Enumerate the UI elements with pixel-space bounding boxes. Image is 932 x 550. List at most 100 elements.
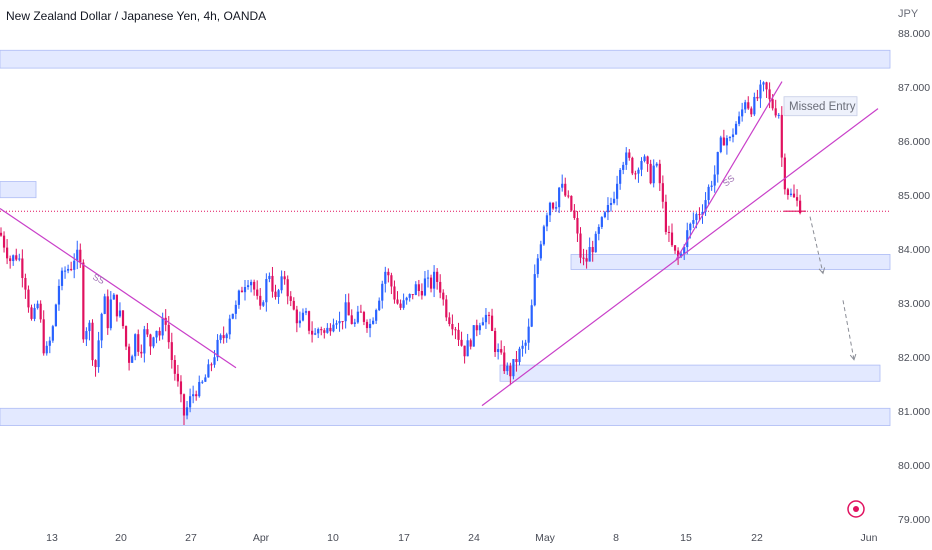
candle[interactable] (789, 188, 793, 197)
candle[interactable] (616, 175, 619, 206)
candle[interactable] (103, 293, 106, 315)
candle[interactable] (222, 326, 225, 344)
missed-entry-annotation[interactable]: Missed Entry (783, 96, 858, 117)
candle[interactable] (646, 155, 649, 172)
zone-3[interactable] (499, 364, 881, 382)
candle[interactable] (439, 274, 442, 299)
candle[interactable] (417, 279, 420, 297)
candle[interactable] (722, 129, 725, 146)
candle[interactable] (134, 333, 137, 361)
candle[interactable] (582, 248, 585, 266)
candle[interactable] (481, 317, 484, 326)
zone-0[interactable] (0, 49, 891, 69)
candle[interactable] (350, 309, 353, 325)
candle[interactable] (658, 159, 661, 191)
candle[interactable] (555, 201, 558, 212)
candle[interactable] (640, 157, 643, 177)
candle[interactable] (576, 211, 579, 242)
candle[interactable] (548, 201, 552, 222)
candle[interactable] (216, 334, 219, 362)
candle[interactable] (317, 327, 320, 339)
candle[interactable] (97, 331, 100, 373)
zone-4[interactable] (0, 407, 891, 426)
candle[interactable] (750, 106, 753, 117)
candle[interactable] (731, 128, 735, 143)
target-icon[interactable] (847, 500, 865, 518)
candle[interactable] (228, 314, 231, 340)
candle[interactable] (250, 279, 253, 293)
candle[interactable] (112, 293, 115, 300)
candle[interactable] (140, 344, 143, 358)
candle[interactable] (60, 267, 64, 291)
candle[interactable] (744, 99, 747, 114)
candle[interactable] (9, 255, 12, 269)
ascending-trendline[interactable] (481, 108, 879, 407)
candle[interactable] (518, 346, 521, 366)
candle[interactable] (411, 294, 414, 300)
candle[interactable] (170, 332, 173, 369)
candle[interactable] (652, 159, 655, 188)
candle[interactable] (179, 375, 183, 403)
candle[interactable] (82, 259, 85, 343)
candle[interactable] (780, 106, 783, 167)
candle[interactable] (402, 293, 405, 310)
candle[interactable] (155, 330, 158, 344)
candle[interactable] (469, 338, 472, 350)
candle[interactable] (542, 224, 545, 246)
candle[interactable] (73, 253, 76, 279)
candle[interactable] (24, 273, 27, 299)
candle[interactable] (347, 293, 350, 316)
candle[interactable] (634, 170, 637, 180)
candle[interactable] (381, 280, 384, 309)
candle[interactable] (716, 151, 719, 183)
candle[interactable] (225, 332, 228, 343)
candle[interactable] (274, 284, 277, 300)
candle[interactable] (118, 302, 122, 318)
candle[interactable] (378, 297, 381, 312)
candle[interactable] (600, 216, 603, 230)
candle[interactable] (18, 253, 21, 262)
candle[interactable] (109, 291, 112, 331)
candle[interactable] (673, 245, 677, 254)
candle[interactable] (262, 300, 265, 308)
candle[interactable] (158, 327, 161, 341)
candle[interactable] (143, 325, 146, 363)
candle[interactable] (527, 318, 530, 350)
candle[interactable] (664, 194, 667, 235)
candle[interactable] (487, 311, 491, 325)
candle[interactable] (728, 136, 732, 142)
candle[interactable] (295, 305, 298, 333)
candle[interactable] (70, 261, 73, 272)
candle[interactable] (94, 359, 97, 377)
candle[interactable] (243, 279, 247, 301)
candle[interactable] (149, 333, 152, 355)
candle[interactable] (195, 390, 198, 401)
candle[interactable] (533, 264, 536, 307)
candle[interactable] (384, 266, 387, 293)
steep-trendline[interactable] (675, 81, 783, 261)
candle[interactable] (670, 223, 674, 248)
candle[interactable] (698, 207, 701, 221)
candle[interactable] (283, 270, 286, 285)
candle[interactable] (33, 303, 36, 322)
candle[interactable] (759, 79, 762, 108)
candle[interactable] (210, 362, 213, 372)
candle[interactable] (323, 328, 326, 339)
candle[interactable] (463, 345, 466, 364)
candle[interactable] (603, 210, 606, 219)
candle[interactable] (341, 321, 344, 330)
candle[interactable] (106, 289, 109, 335)
candle[interactable] (51, 324, 54, 343)
candle[interactable] (457, 322, 460, 347)
candle[interactable] (405, 296, 408, 305)
candle[interactable] (451, 314, 454, 336)
candle[interactable] (472, 325, 475, 347)
candle[interactable] (704, 192, 707, 216)
candle[interactable] (515, 350, 518, 372)
candle[interactable] (30, 304, 33, 321)
candle[interactable] (314, 328, 317, 336)
candle[interactable] (326, 323, 329, 334)
candle[interactable] (494, 327, 497, 357)
candle[interactable] (76, 240, 79, 270)
candle[interactable] (246, 280, 250, 290)
